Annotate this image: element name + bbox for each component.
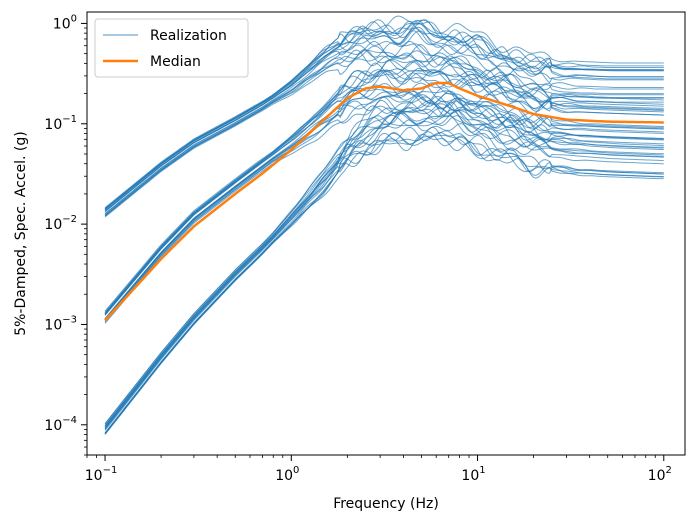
legend-label-realization: Realization bbox=[150, 28, 227, 44]
realization-line bbox=[104, 20, 664, 210]
x-tick-label: 100 bbox=[275, 465, 299, 484]
legend-label-median: Median bbox=[150, 54, 201, 70]
x-axis-title: Frequency (Hz) bbox=[333, 496, 439, 512]
x-axis: 10−1 100 101 102 bbox=[85, 455, 672, 484]
series-layer bbox=[104, 15, 664, 435]
realization-line bbox=[104, 112, 664, 429]
realization-line bbox=[104, 42, 664, 214]
y-tick-label: 10−1 bbox=[44, 114, 77, 133]
x-tick-label: 101 bbox=[461, 465, 485, 484]
realization-line bbox=[104, 99, 664, 324]
realization-line bbox=[104, 19, 664, 209]
realization-line bbox=[104, 68, 664, 315]
y-tick-label: 10−4 bbox=[44, 415, 77, 434]
realization-line bbox=[104, 70, 664, 316]
x-tick-label: 102 bbox=[648, 465, 672, 484]
realization-line bbox=[104, 82, 664, 319]
legend-box bbox=[94, 18, 249, 78]
realization-line bbox=[104, 131, 664, 435]
realization-line bbox=[104, 96, 664, 425]
realization-line bbox=[104, 58, 664, 312]
y-tick-label: 10−2 bbox=[44, 214, 77, 233]
realization-line bbox=[104, 107, 664, 428]
y-axis-title: 5%-Damped, Spec. Accel. (g) bbox=[13, 131, 29, 335]
realization-line bbox=[104, 100, 664, 427]
realization-line bbox=[104, 90, 664, 321]
median-line bbox=[104, 81, 664, 322]
y-tick-label: 100 bbox=[53, 13, 77, 32]
y-tick-label: 10−3 bbox=[44, 314, 77, 333]
realization-line bbox=[104, 15, 664, 209]
realization-line bbox=[104, 45, 664, 216]
x-tick-label: 10−1 bbox=[85, 465, 118, 484]
y-axis: 10−4 10−3 10−2 10−1 100 bbox=[44, 13, 87, 456]
legend: Realization Median bbox=[94, 18, 249, 78]
realization-line bbox=[104, 49, 664, 217]
